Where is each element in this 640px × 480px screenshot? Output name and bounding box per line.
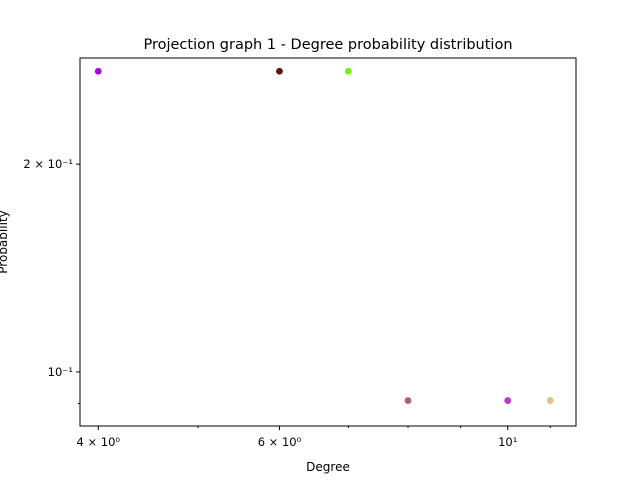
data-point [276,67,283,75]
data-point [94,67,102,75]
axis-ticks: 4 × 10⁰ 6 × 10⁰ 10¹ 2 × 10⁻¹ 10⁻¹ [23,157,551,449]
x-axis-label: Degree [306,460,350,474]
plot-frame [79,57,577,427]
data-point [504,397,512,404]
y-axis-label: Probability [0,210,10,273]
data-point [404,397,412,404]
data-point [546,397,554,404]
x-tick-label: 10¹ [498,435,517,449]
y-tick-label: 10⁻¹ [48,365,73,379]
data-points [94,67,554,404]
y-tick-label: 2 × 10⁻¹ [23,157,73,171]
chart-title: Projection graph 1 - Degree probability … [143,37,512,53]
x-tick-label: 4 × 10⁰ [76,435,120,449]
data-point [344,67,352,75]
x-tick-label: 6 × 10⁰ [258,435,302,449]
